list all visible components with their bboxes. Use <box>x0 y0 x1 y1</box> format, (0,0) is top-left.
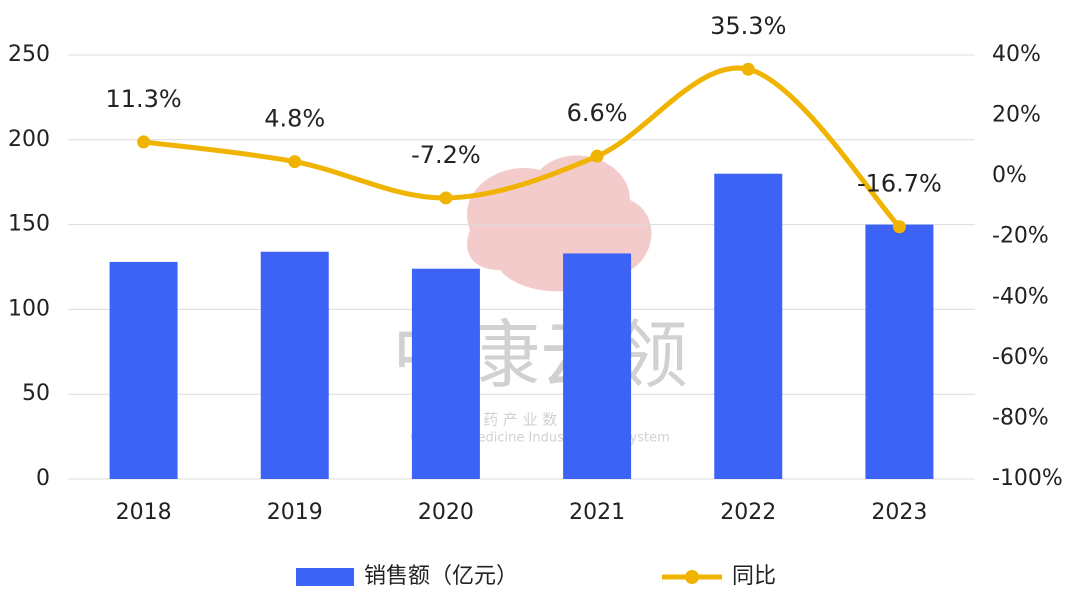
line-point <box>439 191 453 205</box>
x-tick-label: 2018 <box>116 500 172 525</box>
bar <box>411 268 480 479</box>
line-point <box>137 135 151 149</box>
data-label: 6.6% <box>567 99 628 127</box>
line-point <box>741 62 755 76</box>
y2-tick-label: -60% <box>992 345 1049 370</box>
x-tick-label: 2022 <box>720 500 776 525</box>
bar <box>563 253 632 479</box>
legend-swatch-dot <box>685 570 699 584</box>
y2-tick-label: 20% <box>992 103 1041 128</box>
y2-tick-label: 40% <box>992 42 1041 67</box>
x-tick-label: 2021 <box>569 500 625 525</box>
y2-tick-label: -20% <box>992 224 1049 249</box>
bar <box>865 224 934 479</box>
data-label: 35.3% <box>710 12 786 40</box>
y-tick-label: 100 <box>8 296 50 321</box>
bar <box>714 173 783 479</box>
y-tick-label: 150 <box>8 212 50 237</box>
legend-label: 销售额（亿元） <box>364 564 518 589</box>
line-point <box>590 149 604 163</box>
y2-tick-label: -100% <box>992 466 1063 491</box>
line-point <box>892 220 906 234</box>
data-label: 4.8% <box>264 105 325 133</box>
x-tick-label: 2020 <box>418 500 474 525</box>
y-tick-label: 200 <box>8 127 50 152</box>
y-tick-label: 0 <box>36 466 50 491</box>
data-label: 11.3% <box>105 85 181 113</box>
data-label: -7.2% <box>411 141 481 169</box>
x-tick-label: 2019 <box>267 500 323 525</box>
y-tick-label: 250 <box>8 42 50 67</box>
legend-swatch <box>296 568 354 586</box>
y2-tick-label: -80% <box>992 405 1049 430</box>
y2-tick-label: -40% <box>992 284 1049 309</box>
bar <box>109 261 178 479</box>
y-tick-label: 50 <box>22 381 50 406</box>
data-label: -16.7% <box>857 170 942 198</box>
bar <box>260 251 329 479</box>
line <box>143 65 902 229</box>
line-point <box>288 155 302 169</box>
legend-label: 同比 <box>732 564 776 589</box>
x-tick-label: 2023 <box>871 500 927 525</box>
y2-tick-label: 0% <box>992 163 1027 188</box>
